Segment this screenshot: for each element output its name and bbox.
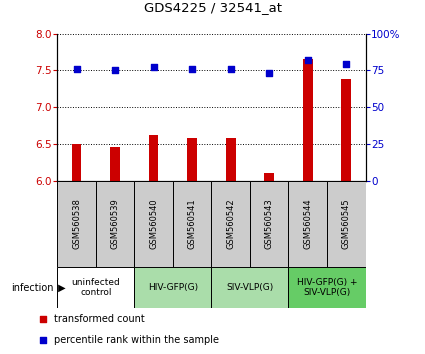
Point	[150, 64, 157, 70]
Bar	[134, 267, 211, 308]
Text: ▶: ▶	[55, 282, 66, 293]
Text: GDS4225 / 32541_at: GDS4225 / 32541_at	[144, 1, 281, 14]
Point	[189, 66, 196, 72]
Bar	[226, 138, 235, 181]
Bar	[211, 267, 289, 308]
Bar	[57, 267, 134, 308]
Bar	[149, 135, 159, 181]
Bar	[134, 181, 173, 267]
Point	[39, 316, 46, 321]
Point	[73, 66, 80, 72]
Text: GSM560539: GSM560539	[110, 199, 120, 249]
Bar	[187, 138, 197, 181]
Bar	[72, 144, 82, 181]
Bar	[173, 181, 211, 267]
Point	[39, 337, 46, 343]
Bar	[96, 181, 134, 267]
Bar	[289, 267, 366, 308]
Text: GSM560545: GSM560545	[342, 199, 351, 249]
Text: uninfected
control: uninfected control	[71, 278, 120, 297]
Bar	[250, 181, 289, 267]
Text: transformed count: transformed count	[54, 314, 145, 324]
Text: GSM560542: GSM560542	[226, 199, 235, 249]
Bar	[110, 148, 120, 181]
Text: GSM560541: GSM560541	[188, 199, 197, 249]
Point	[227, 66, 234, 72]
Bar	[327, 181, 366, 267]
Point	[112, 68, 119, 73]
Text: infection: infection	[11, 282, 53, 293]
Bar	[341, 79, 351, 181]
Text: HIV-GFP(G): HIV-GFP(G)	[148, 283, 198, 292]
Text: SIV-VLP(G): SIV-VLP(G)	[227, 283, 274, 292]
Bar	[57, 181, 96, 267]
Point	[343, 62, 350, 67]
Bar	[303, 59, 312, 181]
Point	[304, 57, 311, 63]
Text: GSM560544: GSM560544	[303, 199, 312, 249]
Bar	[289, 181, 327, 267]
Text: GSM560543: GSM560543	[265, 199, 274, 249]
Point	[266, 70, 272, 76]
Text: percentile rank within the sample: percentile rank within the sample	[54, 335, 219, 345]
Text: GSM560540: GSM560540	[149, 199, 158, 249]
Text: GSM560538: GSM560538	[72, 199, 81, 249]
Bar	[264, 173, 274, 181]
Text: HIV-GFP(G) +
SIV-VLP(G): HIV-GFP(G) + SIV-VLP(G)	[297, 278, 357, 297]
Bar	[211, 181, 250, 267]
